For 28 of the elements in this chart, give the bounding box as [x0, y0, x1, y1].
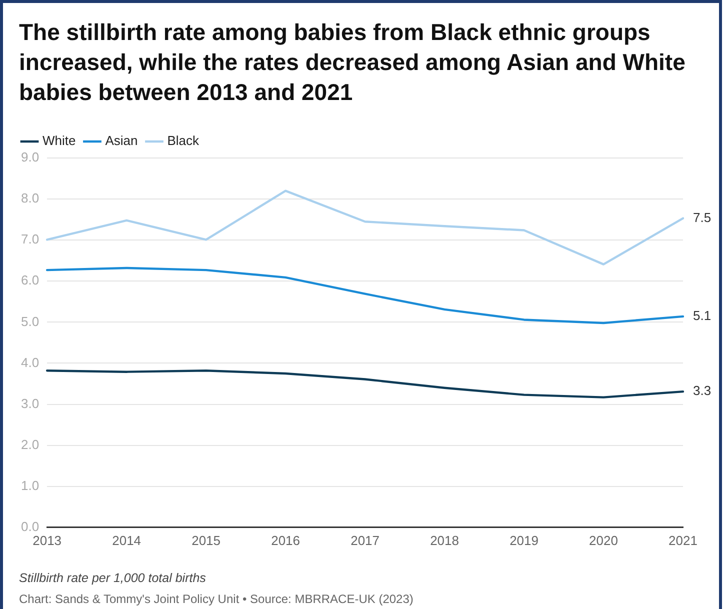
y-tick-label: 8.0 [20, 190, 40, 206]
text: Chart: Sands & Tommy's Joint Policy Unit • Source: MBRRACE-UK (2023) [19, 592, 414, 606]
x-tick-label: 2016 [271, 532, 300, 548]
x-tick-label: 2019 [510, 532, 538, 548]
x-tick-label: 2018 [430, 532, 459, 548]
y-tick-label: 3.0 [20, 396, 40, 411]
y-tick-label: 7.0 [20, 232, 40, 247]
x-tick-label: 2021 [668, 532, 698, 548]
y-tick-label: 6.0 [20, 272, 40, 288]
text: Stillbirth rate per 1,000 total births [19, 571, 206, 585]
y-tick-label: 1.0 [20, 478, 40, 493]
data-label: 5.1 [693, 308, 712, 324]
y-tick-label: 0.0 [20, 518, 40, 534]
legend-label: Asian [105, 133, 138, 148]
x-tick-label: 2013 [32, 532, 62, 548]
x-tick-label: 2014 [112, 532, 142, 548]
x-tick-label: 2017 [350, 532, 380, 548]
y-tick-label: 4.0 [20, 354, 40, 370]
chart-title: The stillbirth rate among babies from Black ethnic groups increased, while the rates decreased among Asian and White babies between 2013 and 2021 [19, 18, 686, 107]
y-tick-label: 2.0 [20, 436, 40, 452]
y-tick-label: 5.0 [20, 314, 40, 329]
legend-label: Black [167, 133, 200, 148]
data-label: 3.3 [693, 383, 712, 398]
x-tick-label: 2015 [192, 532, 221, 548]
x-tick-label: 2020 [589, 532, 618, 548]
legend-label: White [42, 133, 76, 148]
data-label: 7.5 [693, 210, 712, 225]
y-tick-label: 9.0 [20, 150, 40, 165]
